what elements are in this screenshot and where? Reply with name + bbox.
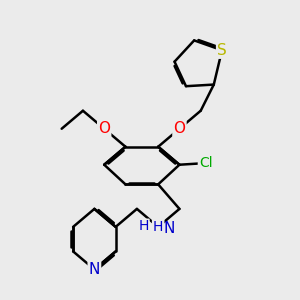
Text: N: N: [163, 221, 175, 236]
Text: S: S: [217, 43, 227, 58]
Text: N: N: [89, 262, 100, 277]
Text: O: O: [173, 121, 185, 136]
Text: H: H: [139, 219, 149, 233]
Text: Cl: Cl: [199, 156, 212, 170]
Text: H: H: [153, 220, 164, 234]
Text: O: O: [98, 121, 110, 136]
